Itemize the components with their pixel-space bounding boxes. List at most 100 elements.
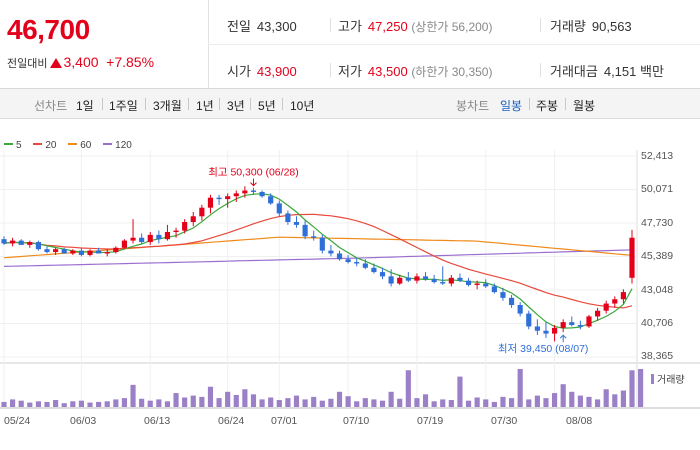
candle-body [508,297,515,305]
volume-legend: 거래량 [651,371,685,386]
volume-bar [474,397,480,407]
tab-period-3m[interactable]: 3개월 [153,99,182,113]
candle-body [130,237,136,241]
tab-period-1w[interactable]: 1주일 [109,99,138,113]
candle-body [526,313,532,327]
ma20-line [3,213,633,309]
candle-body [139,237,145,243]
volume-label: 거래량 [550,19,586,34]
candle-body [225,196,231,200]
candle-body [259,191,265,197]
y-tick-label: 47,730 [641,217,674,229]
candle-body [551,327,558,334]
candle-body [483,283,489,287]
price-box: 46,700 전일대비 3,400 +7.85% [0,0,209,88]
volume-bar [362,398,368,407]
candle-body [276,203,282,214]
high-label: 고가 [338,19,362,34]
tab-period-5y[interactable]: 5년 [258,99,276,113]
candle-body [70,250,76,254]
volume-bar [414,398,420,407]
change-value: 3,400 [63,54,99,70]
tab-period-3y[interactable]: 3년 [227,99,245,113]
volume-bar [242,389,248,407]
volume-bar [182,397,188,407]
legend-ma20: 20 [33,140,56,151]
candle-body [182,222,188,231]
volume-bar [603,389,609,407]
volume-bar [53,400,59,407]
candle-body [517,304,523,314]
volume-bar [534,395,540,407]
volume-bar [199,396,205,407]
volume-bar [577,395,583,407]
prev-close-label: 전일 [227,19,251,34]
ma60-line [3,236,633,259]
y-tick-label: 43,048 [641,284,674,296]
candle-body [268,196,274,204]
candle-body [379,272,386,277]
volume-bar [319,400,325,407]
lower-limit: (하한가 30,350) [411,65,493,79]
candle-body [595,310,601,317]
x-tick-label: 08/08 [566,415,593,427]
divider [219,98,220,110]
volume-bar [276,400,282,407]
low-arrow-icon [559,334,567,343]
candle-body [431,279,437,283]
volume-bar [620,390,626,407]
volume-bar [328,398,334,407]
volume-bar [595,399,601,407]
candle-body [457,277,463,281]
volume-bar [225,391,231,407]
upper-limit: (상한가 56,200) [411,20,493,34]
volume-bar [1,401,7,407]
x-tick-label: 07/01 [271,415,298,427]
x-tick-label: 07/19 [417,415,444,427]
y-tick-label: 52,413 [641,150,674,162]
candle-body [414,276,420,281]
ma-legend: 5 20 60 120 [4,140,141,151]
volume-bar [18,400,24,407]
candle-body [440,282,446,284]
low-value: 43,500 [367,64,408,79]
divider [282,98,283,110]
volume-bar [440,399,446,407]
volume-bar [397,398,403,407]
price-change: 전일대비 3,400 +7.85% [7,54,154,71]
volume-bar [233,394,239,407]
candle-body [560,322,566,328]
volume-bar [96,401,102,407]
tab-daily[interactable]: 일봉 [500,99,523,113]
divider [565,98,566,110]
volume-bar [27,402,33,407]
tab-period-1y[interactable]: 1년 [196,99,214,113]
divider [529,98,530,110]
x-tick-label: 06/24 [218,415,245,427]
candle-body [586,316,592,327]
tab-period-1d[interactable]: 1일 [76,99,94,113]
candle-body [53,249,59,253]
high-arrow-icon [250,178,257,187]
tab-period-10y[interactable]: 10년 [290,99,315,113]
candle-body [603,303,609,311]
candle-body [78,250,85,255]
x-tick-label: 07/30 [491,415,518,427]
candle-body [371,267,377,273]
volume-value: 90,563 [591,19,632,34]
candle-body [61,249,67,254]
volume-bar [207,386,214,407]
tab-monthly[interactable]: 월봉 [573,99,596,113]
volume-bar [612,394,618,407]
volume-bar [173,393,179,407]
candle-body [35,242,41,250]
volume-bar [293,395,300,407]
prev-close-value: 43,300 [256,19,297,34]
volume-bar [44,401,50,407]
candle-body [422,276,429,280]
candle-body [173,230,179,233]
volume-bar [526,399,532,407]
divider [188,98,189,110]
tab-weekly[interactable]: 주봉 [536,99,559,113]
